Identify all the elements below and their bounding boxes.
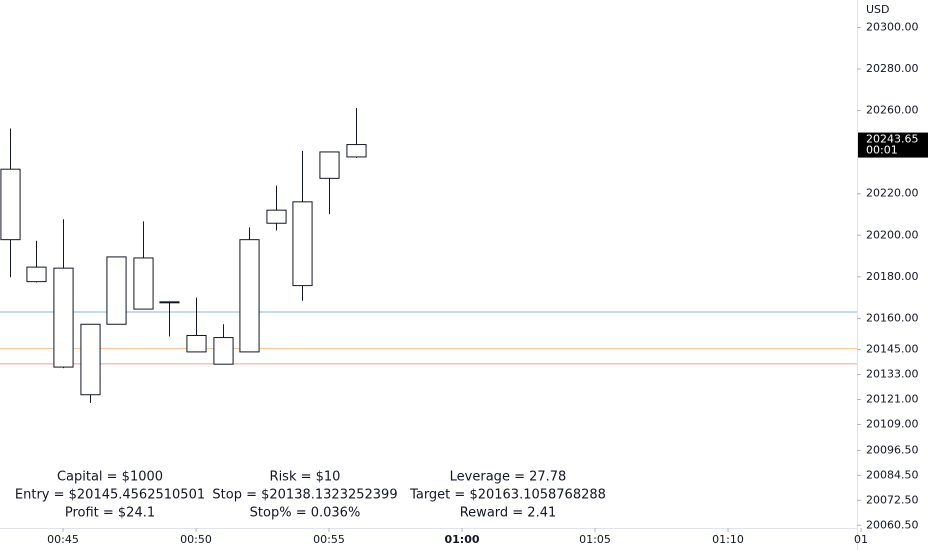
countdown: 00:01 bbox=[866, 144, 898, 157]
y-tick-label: 20084.50 bbox=[866, 468, 919, 481]
candle-body bbox=[213, 337, 234, 365]
info-text: Stop = $20138.1323252399 bbox=[212, 488, 397, 503]
candle-body bbox=[0, 168, 21, 241]
info-text: Target = $20163.1058768288 bbox=[409, 488, 606, 503]
x-tick-label: 00:45 bbox=[47, 533, 79, 546]
last-price-value: 20243.65 bbox=[866, 133, 919, 146]
candle-body bbox=[53, 267, 74, 368]
y-tick-label: 20096.50 bbox=[866, 443, 919, 456]
info-text: Profit = $24.1 bbox=[65, 506, 155, 521]
x-tick-label: 01:00 bbox=[445, 533, 480, 546]
y-tick-label: 20109.00 bbox=[866, 417, 919, 430]
y-tick-label: 20200.00 bbox=[866, 228, 919, 241]
info-text: Reward = 2.41 bbox=[460, 506, 557, 521]
y-tick-label: 20072.50 bbox=[866, 493, 919, 506]
info-text: Risk = $10 bbox=[270, 470, 341, 485]
y-tick-label: 20180.00 bbox=[866, 270, 919, 283]
x-tick-label: 00:55 bbox=[313, 533, 345, 546]
candle-body bbox=[133, 257, 154, 310]
candle-body bbox=[346, 144, 367, 158]
info-text: Leverage = 27.78 bbox=[450, 470, 567, 485]
y-tick-label: 20220.00 bbox=[866, 187, 919, 200]
x-tick-label: 01:10 bbox=[712, 533, 744, 546]
y-tick-label: 20300.00 bbox=[866, 20, 919, 33]
candle-body bbox=[159, 301, 180, 304]
x-tick-label: 01 bbox=[854, 533, 868, 546]
y-tick-label: 20280.00 bbox=[866, 62, 919, 75]
x-tick-label: 01:05 bbox=[579, 533, 611, 546]
x-tick-label: 00:50 bbox=[180, 533, 212, 546]
y-tick-label: 20160.00 bbox=[866, 311, 919, 324]
y-tick-label: 20060.50 bbox=[866, 518, 919, 531]
candle-body bbox=[266, 209, 287, 224]
candle-body bbox=[106, 256, 127, 325]
y-tick-label: 20260.00 bbox=[866, 104, 919, 117]
info-text: Entry = $20145.4562510501 bbox=[15, 488, 205, 503]
y-tick-label: 20133.00 bbox=[866, 368, 919, 381]
y-tick-label: 20145.00 bbox=[866, 343, 919, 356]
last-price-box bbox=[858, 132, 928, 158]
info-text: Stop% = 0.036% bbox=[250, 506, 361, 521]
candle-body bbox=[186, 334, 207, 353]
candle-body bbox=[239, 239, 260, 353]
y-tick-label: 20121.00 bbox=[866, 393, 919, 406]
currency-unit: USD bbox=[866, 3, 890, 16]
candle-body bbox=[319, 151, 340, 179]
candle-body bbox=[80, 323, 101, 396]
info-text: Capital = $1000 bbox=[57, 470, 163, 485]
candle-body bbox=[26, 266, 47, 283]
candle-body bbox=[292, 201, 313, 287]
